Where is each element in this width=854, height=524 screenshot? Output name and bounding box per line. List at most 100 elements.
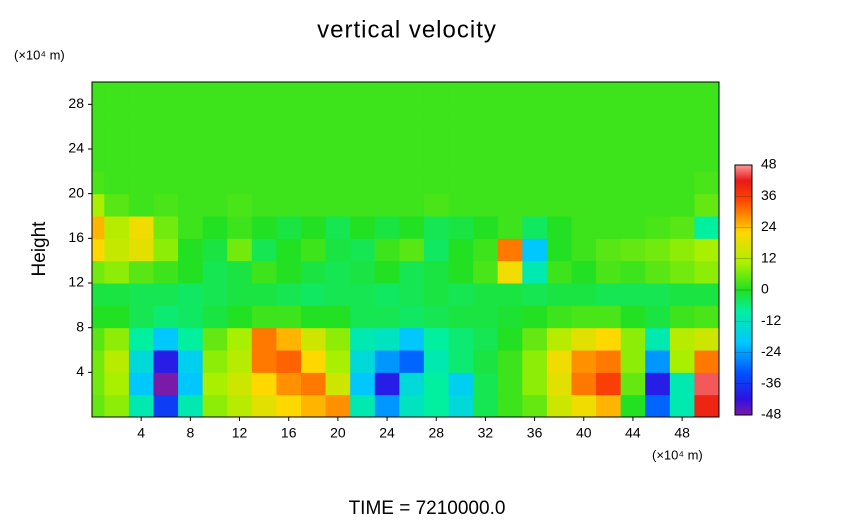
cell [669, 149, 695, 172]
cell [399, 193, 425, 217]
cell [645, 372, 671, 396]
cell [350, 171, 376, 195]
cell [301, 305, 327, 329]
cell [350, 126, 376, 150]
cell [178, 350, 204, 373]
cell [276, 238, 302, 262]
cell [448, 260, 474, 284]
cell [645, 305, 671, 329]
x-tick-label: 40 [576, 425, 592, 441]
cell [497, 372, 523, 396]
cell [448, 305, 474, 329]
cell [178, 238, 204, 262]
cell [104, 305, 130, 329]
x-unit: (×10⁴ m) [652, 447, 703, 462]
cell [546, 283, 572, 306]
cell [104, 104, 130, 128]
cell [473, 350, 499, 373]
cell [104, 327, 130, 351]
cell [546, 350, 572, 373]
cell [325, 327, 351, 351]
cell [251, 394, 277, 417]
cell [350, 327, 376, 351]
cell [423, 193, 450, 217]
cell [423, 238, 450, 262]
cell [178, 193, 204, 217]
cell [227, 372, 253, 396]
cell [276, 104, 302, 128]
cell [301, 372, 327, 396]
cell [571, 82, 597, 105]
cell [325, 171, 351, 195]
cell [645, 149, 671, 172]
cell [92, 260, 105, 284]
cell [596, 149, 622, 172]
cell [596, 104, 622, 128]
cell [128, 350, 154, 373]
cell [374, 171, 400, 195]
cell [546, 104, 572, 128]
cell [497, 149, 523, 172]
cell [153, 283, 179, 306]
cell [202, 171, 228, 195]
cell [374, 238, 400, 262]
cell [497, 216, 523, 239]
cell [423, 372, 450, 396]
cell [178, 126, 204, 150]
cell [497, 104, 523, 128]
cell [694, 216, 719, 239]
cell [645, 283, 671, 306]
cell [227, 216, 253, 239]
cell [128, 193, 154, 217]
cell [497, 171, 523, 195]
cell [669, 104, 695, 128]
y-unit: (×10⁴ m) [14, 47, 65, 62]
cell [473, 260, 499, 284]
cell [202, 394, 228, 417]
cell [325, 193, 351, 217]
cell [301, 283, 327, 306]
cell [473, 283, 499, 306]
cell [645, 82, 671, 105]
cell [571, 394, 597, 417]
cell [251, 260, 277, 284]
cell [571, 283, 597, 306]
cell [620, 193, 646, 217]
cell [92, 171, 105, 195]
cell [645, 193, 671, 217]
cell [645, 238, 671, 262]
cell [448, 372, 474, 396]
cell [522, 394, 548, 417]
cell [399, 350, 425, 373]
cell [522, 238, 548, 262]
cell [423, 149, 450, 172]
cell [251, 305, 277, 329]
cell [423, 104, 450, 128]
cell [227, 283, 253, 306]
y-tick-label: 8 [76, 318, 84, 334]
cell [374, 260, 400, 284]
cell [374, 394, 400, 417]
cell [596, 283, 622, 306]
cell [276, 126, 302, 150]
cell [694, 193, 719, 217]
cell [104, 149, 130, 172]
cell [178, 260, 204, 284]
cell [571, 171, 597, 195]
cell [423, 394, 450, 417]
cell [522, 350, 548, 373]
cell [92, 126, 105, 150]
cell [620, 238, 646, 262]
x-tick-label: 36 [527, 425, 543, 441]
cell [669, 305, 695, 329]
colorbar-tick-label: -24 [761, 343, 781, 359]
cell [104, 238, 130, 262]
cell [645, 171, 671, 195]
cell [694, 394, 719, 417]
cell [497, 238, 523, 262]
cell [473, 394, 499, 417]
cell [546, 171, 572, 195]
cell [325, 104, 351, 128]
cell [473, 126, 499, 150]
cell [251, 149, 277, 172]
